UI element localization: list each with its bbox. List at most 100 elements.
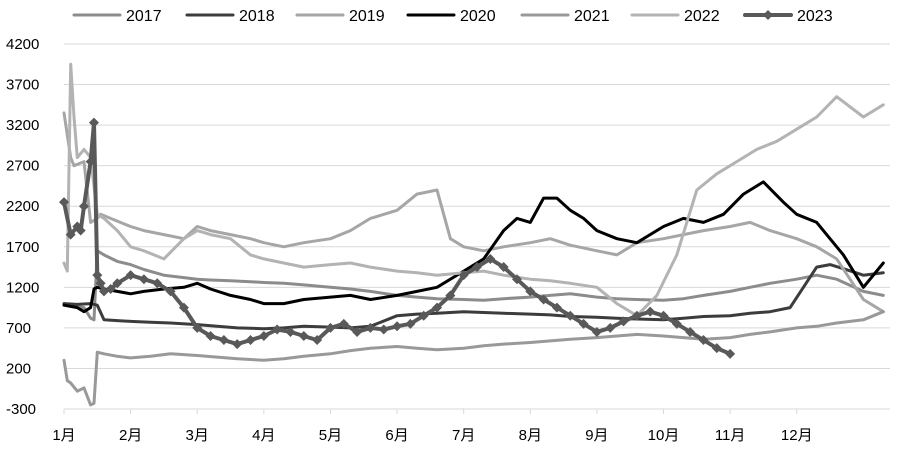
data-point bbox=[578, 318, 589, 329]
legend-label: 2022 bbox=[684, 8, 720, 25]
data-point bbox=[405, 318, 416, 329]
x-axis: 1月 2月 3月 4月 5月 6月 7月 8月 9月 10月 11月 12月 bbox=[52, 409, 813, 444]
data-point bbox=[78, 201, 89, 212]
data-point bbox=[192, 322, 203, 333]
data-point bbox=[485, 253, 496, 264]
data-point bbox=[92, 270, 103, 281]
data-point bbox=[165, 286, 176, 297]
data-point bbox=[138, 274, 149, 285]
data-point bbox=[525, 286, 536, 297]
data-point bbox=[658, 310, 669, 321]
x-tick-label: 8月 bbox=[519, 427, 542, 444]
legend: 2017 2018 2019 2020 2021 2022 2023 bbox=[72, 8, 833, 25]
legend-label: 2021 bbox=[574, 8, 610, 25]
y-tick-label: -300 bbox=[6, 401, 36, 418]
data-point bbox=[605, 322, 616, 333]
y-tick-label: 1200 bbox=[6, 279, 39, 296]
data-point bbox=[432, 302, 443, 313]
data-point bbox=[645, 306, 656, 317]
series-line-2022 bbox=[62, 62, 885, 318]
series-line-2021 bbox=[62, 310, 885, 407]
x-tick-label: 6月 bbox=[385, 427, 408, 444]
x-tick-label: 4月 bbox=[252, 427, 275, 444]
x-tick-label: 7月 bbox=[452, 427, 475, 444]
y-tick-label: 3700 bbox=[6, 77, 39, 94]
data-point bbox=[565, 310, 576, 321]
x-tick-label: 10月 bbox=[648, 427, 680, 444]
data-point bbox=[125, 270, 136, 281]
data-point bbox=[232, 339, 243, 350]
y-tick-label: 3200 bbox=[6, 117, 39, 134]
data-point bbox=[105, 283, 116, 294]
data-point bbox=[591, 326, 602, 337]
x-tick-label: 12月 bbox=[781, 427, 813, 444]
legend-label: 2023 bbox=[797, 8, 833, 25]
data-point bbox=[458, 270, 469, 281]
data-point bbox=[378, 324, 389, 335]
data-point bbox=[618, 316, 629, 327]
legend-label: 2017 bbox=[126, 8, 162, 25]
legend-item-2022: 2022 bbox=[630, 8, 720, 25]
data-point bbox=[65, 229, 76, 240]
data-point bbox=[365, 322, 376, 333]
data-point bbox=[538, 294, 549, 305]
legend-item-2020: 2020 bbox=[406, 8, 496, 25]
x-tick-label: 11月 bbox=[715, 427, 746, 444]
data-point bbox=[671, 318, 682, 329]
legend-label: 2020 bbox=[460, 8, 496, 25]
data-point bbox=[245, 335, 256, 346]
data-point bbox=[272, 324, 283, 335]
legend-item-2023: 2023 bbox=[743, 8, 833, 25]
y-axis: -300 200 700 1200 1700 2200 2700 3200 3700 4200 bbox=[6, 36, 39, 418]
data-point bbox=[218, 335, 229, 346]
y-tick-label: 2200 bbox=[6, 198, 39, 215]
legend-item-2018: 2018 bbox=[185, 8, 275, 25]
data-point bbox=[472, 262, 482, 273]
data-point bbox=[88, 117, 99, 128]
series-layer bbox=[59, 62, 885, 407]
x-tick-label: 1月 bbox=[52, 427, 75, 444]
data-point bbox=[392, 321, 403, 332]
data-point bbox=[698, 335, 709, 346]
series-markers-2023 bbox=[59, 117, 736, 359]
data-point bbox=[685, 326, 696, 337]
series-line-2017 bbox=[62, 249, 885, 322]
y-tick-label: 1700 bbox=[6, 239, 39, 256]
data-point bbox=[152, 278, 163, 289]
data-point bbox=[85, 156, 96, 167]
data-point bbox=[312, 335, 323, 346]
data-point bbox=[352, 326, 363, 337]
data-point bbox=[511, 274, 522, 285]
data-point bbox=[112, 278, 123, 289]
data-point bbox=[551, 302, 562, 313]
series-line-2019 bbox=[62, 111, 885, 314]
y-tick-label: 200 bbox=[6, 360, 31, 377]
data-point bbox=[325, 322, 336, 333]
legend-label: 2018 bbox=[239, 8, 275, 25]
legend-item-2019: 2019 bbox=[295, 8, 385, 25]
x-tick-label: 9月 bbox=[585, 427, 608, 444]
data-point bbox=[338, 318, 349, 329]
legend-item-2017: 2017 bbox=[72, 8, 162, 25]
x-tick-label: 5月 bbox=[319, 427, 342, 444]
data-point bbox=[711, 343, 722, 354]
data-point bbox=[725, 348, 736, 359]
data-point bbox=[59, 197, 69, 208]
data-point bbox=[178, 302, 189, 313]
x-tick-label: 2月 bbox=[119, 427, 142, 444]
data-point bbox=[205, 331, 216, 341]
data-point bbox=[418, 310, 429, 321]
data-point bbox=[258, 331, 269, 341]
legend-label: 2019 bbox=[349, 8, 385, 25]
data-point bbox=[298, 331, 309, 341]
y-tick-label: 2700 bbox=[6, 158, 39, 175]
y-tick-label: 4200 bbox=[6, 36, 39, 53]
data-point bbox=[285, 326, 296, 337]
data-point bbox=[95, 278, 106, 289]
data-point bbox=[631, 310, 642, 321]
series-line-2018 bbox=[62, 263, 885, 331]
data-point bbox=[445, 290, 456, 301]
data-point bbox=[75, 225, 86, 236]
